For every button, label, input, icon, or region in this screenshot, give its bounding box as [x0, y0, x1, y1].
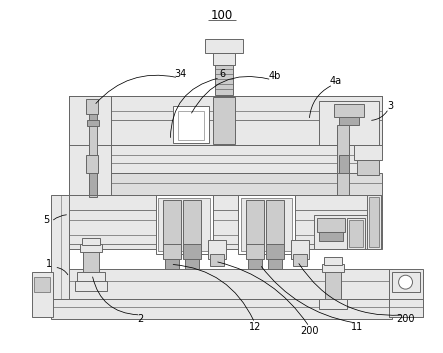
Text: 4a: 4a	[330, 76, 342, 86]
Bar	[392, 272, 420, 292]
Bar	[354, 145, 382, 160]
Bar	[248, 259, 262, 269]
Bar	[291, 239, 309, 259]
Bar	[159, 198, 210, 251]
Bar	[317, 218, 345, 232]
Bar	[69, 96, 382, 145]
Text: 1: 1	[47, 259, 52, 269]
Text: 3: 3	[388, 101, 394, 110]
Bar	[86, 155, 98, 173]
Bar	[246, 245, 264, 259]
Bar	[35, 277, 51, 292]
Bar	[75, 281, 107, 291]
Bar	[389, 269, 424, 317]
Bar	[369, 197, 379, 247]
Text: 34: 34	[174, 69, 187, 79]
Bar	[179, 110, 204, 140]
Bar	[185, 259, 199, 269]
Bar	[51, 269, 392, 299]
Bar	[238, 195, 295, 255]
Text: 11: 11	[351, 322, 363, 332]
Bar	[347, 218, 365, 250]
Bar	[334, 103, 364, 118]
Bar	[77, 272, 105, 284]
Text: 12: 12	[249, 322, 261, 332]
Bar	[319, 232, 343, 241]
Bar	[349, 220, 363, 247]
Bar	[69, 195, 382, 250]
Text: 2: 2	[137, 314, 144, 324]
Bar	[155, 195, 213, 255]
Bar	[89, 122, 97, 197]
Bar	[357, 160, 379, 175]
Bar	[339, 118, 359, 125]
Bar	[87, 120, 99, 126]
Bar	[367, 195, 381, 250]
Bar	[83, 247, 99, 272]
Bar	[80, 245, 102, 252]
Bar	[163, 245, 181, 259]
Bar	[69, 173, 382, 195]
Text: 200: 200	[396, 314, 415, 324]
Bar	[82, 238, 100, 245]
Bar	[324, 257, 342, 265]
Bar	[183, 245, 201, 259]
Bar	[210, 255, 224, 266]
Bar	[81, 145, 369, 173]
Bar	[51, 195, 69, 299]
Bar	[319, 101, 379, 145]
Bar	[163, 200, 181, 247]
Bar	[89, 173, 97, 195]
Bar	[314, 215, 369, 250]
Text: 4b: 4b	[268, 71, 281, 81]
Bar	[246, 200, 264, 247]
Bar	[389, 299, 424, 317]
Bar	[266, 200, 284, 247]
Bar	[337, 173, 349, 195]
Bar	[322, 264, 344, 272]
Bar	[215, 65, 233, 95]
Bar	[213, 97, 235, 144]
Bar	[31, 272, 53, 317]
Text: 100: 100	[211, 9, 233, 22]
Bar	[339, 155, 349, 173]
Bar	[241, 198, 292, 251]
Circle shape	[399, 275, 412, 289]
Bar	[325, 269, 341, 304]
Bar	[337, 125, 349, 175]
Bar	[319, 299, 347, 309]
Bar	[205, 39, 243, 53]
Bar	[165, 259, 179, 269]
Bar	[183, 200, 201, 247]
Bar	[69, 96, 111, 195]
Text: 6: 6	[219, 69, 225, 79]
Bar	[213, 53, 235, 65]
Bar	[69, 96, 382, 145]
Bar	[268, 259, 281, 269]
Bar	[266, 245, 284, 259]
Bar	[293, 255, 307, 266]
Text: 5: 5	[43, 215, 50, 225]
Text: 200: 200	[300, 326, 319, 336]
Bar	[51, 299, 392, 319]
Bar	[173, 106, 209, 143]
Bar	[89, 114, 97, 122]
Bar	[208, 239, 226, 259]
Bar	[86, 98, 98, 114]
